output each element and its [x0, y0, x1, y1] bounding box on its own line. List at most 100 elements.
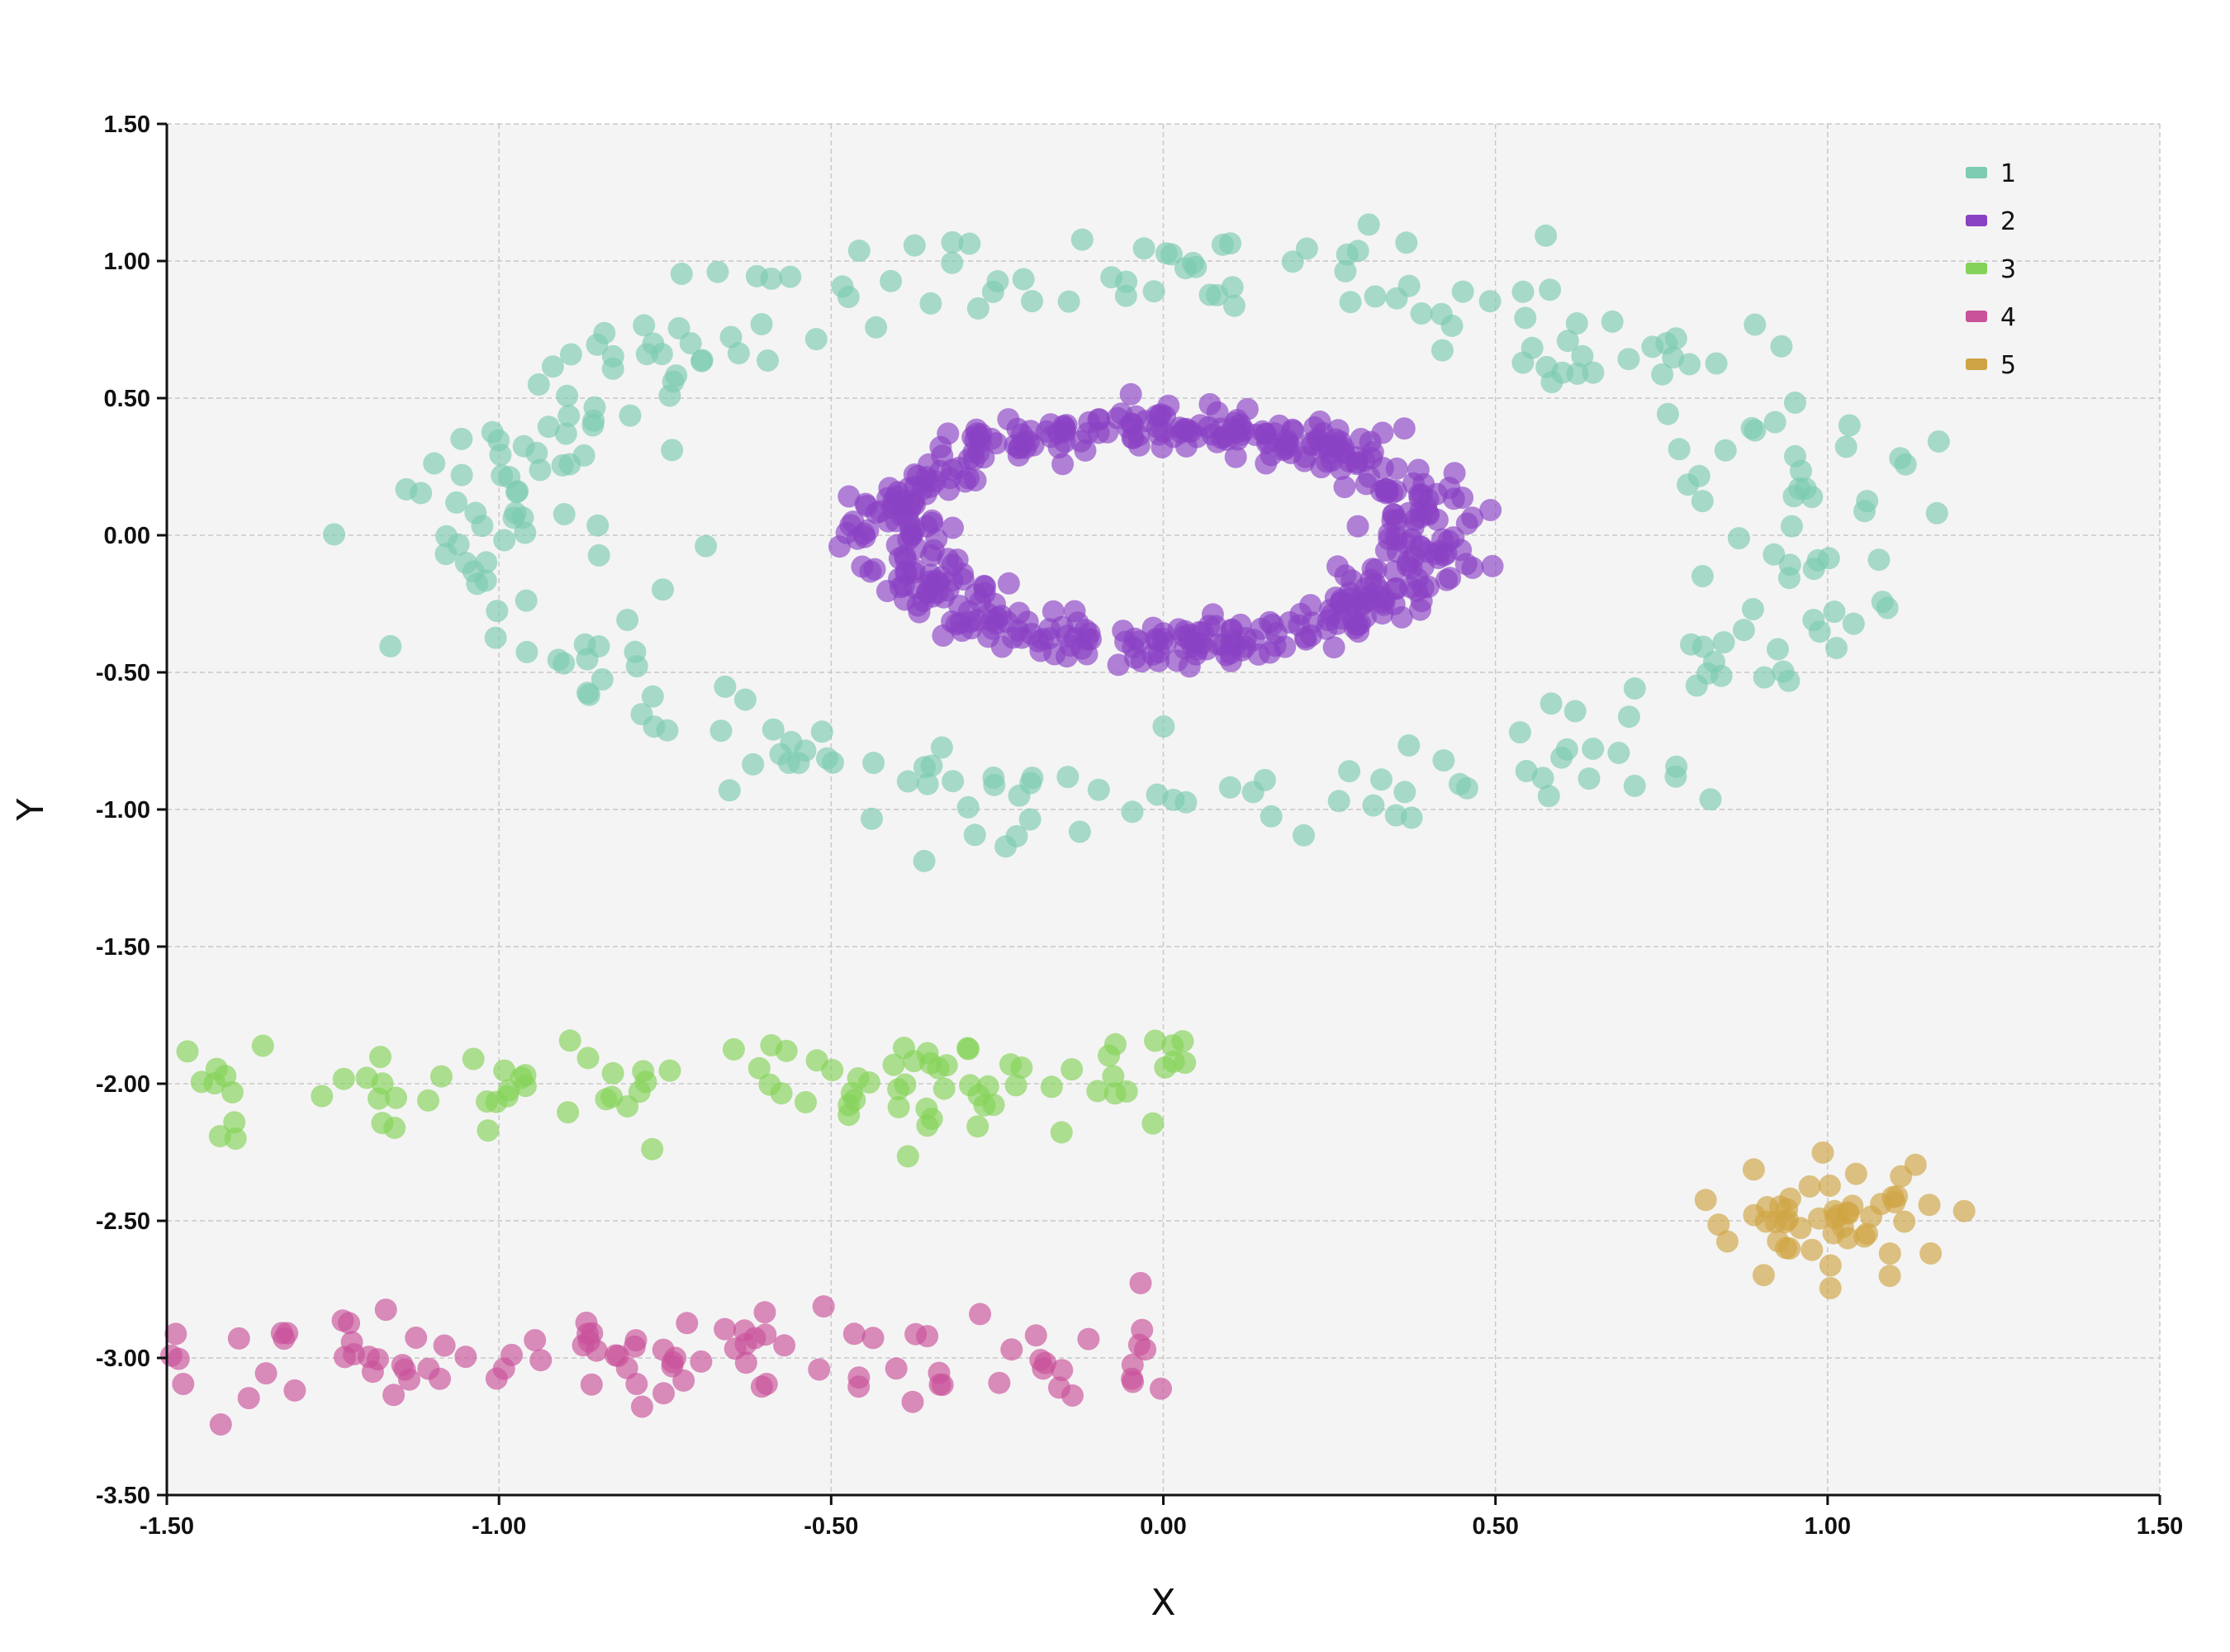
series-1-point [1339, 291, 1362, 314]
series-4-point [283, 1379, 306, 1402]
y-tick-label: -0.50 [96, 660, 150, 686]
series-5-point [1919, 1242, 1943, 1265]
series-1-point [1393, 781, 1416, 804]
series-3-point [1102, 1065, 1125, 1088]
series-4-point [585, 1339, 608, 1362]
series-1-point [464, 501, 487, 525]
series-1-point [1451, 280, 1474, 303]
series-1-point [1362, 794, 1385, 817]
series-2-point [1426, 508, 1449, 531]
series-1-point [1455, 776, 1478, 800]
series-1-point [750, 313, 773, 335]
series-1-point [1395, 231, 1418, 254]
series-3-point [966, 1115, 989, 1138]
series-2-point [1051, 615, 1074, 638]
series-4-point [374, 1298, 397, 1322]
series-4-point [1134, 1338, 1157, 1361]
series-3-point [935, 1054, 958, 1077]
series-4-point [382, 1384, 406, 1407]
series-4-point [812, 1295, 835, 1318]
series-1-point [913, 849, 936, 872]
series-4-point [1129, 1271, 1152, 1294]
series-5-point [1824, 1207, 1848, 1230]
series-2-point [937, 478, 961, 501]
series-1-point [661, 439, 684, 462]
series-3-point [1162, 1050, 1185, 1073]
series-2-point [964, 469, 987, 491]
series-1-point [1142, 280, 1165, 303]
series-4-point [1061, 1384, 1084, 1407]
y-tick-label: -2.00 [96, 1071, 150, 1098]
series-4-point [690, 1350, 713, 1373]
y-tick-label: 0.50 [104, 386, 150, 412]
x-tick-label: 0.50 [1472, 1513, 1518, 1540]
series-1-point [862, 752, 885, 775]
series-1-point [635, 343, 658, 366]
series-2-point [918, 570, 942, 593]
series-1-point [1357, 213, 1380, 236]
series-3-point [894, 1073, 917, 1096]
series-1-point [804, 328, 828, 351]
series-1-point [1385, 287, 1408, 310]
series-2-point [1168, 416, 1191, 439]
series-2-point [1154, 632, 1177, 655]
series-2-point [1330, 458, 1352, 481]
series-5-point [1707, 1213, 1730, 1237]
series-1-point [1772, 660, 1795, 683]
series-1-point [1582, 738, 1605, 760]
series-4-point [405, 1327, 428, 1349]
series-5-point [1752, 1264, 1775, 1287]
series-4-point [237, 1387, 260, 1410]
series-1-point [558, 405, 581, 427]
series-1-point [410, 482, 433, 505]
series-1-point [1770, 335, 1793, 358]
series-1-point [941, 230, 964, 254]
series-5-point [1776, 1198, 1799, 1221]
series-4-point [753, 1301, 776, 1324]
series-3-point [641, 1137, 664, 1161]
series-2-point [1063, 600, 1086, 623]
series-1-point [515, 589, 538, 612]
series-1-point [709, 719, 733, 743]
series-4-point [501, 1343, 523, 1366]
series-1-point [963, 824, 986, 847]
series-1-point [1565, 312, 1588, 335]
series-1-point [475, 551, 498, 574]
series-3-point [916, 1114, 939, 1137]
series-1-point [1842, 612, 1865, 635]
series-1-point [1397, 734, 1421, 757]
series-1-point [714, 675, 737, 698]
y-tick-label: -1.50 [96, 934, 150, 961]
series-5-point [1893, 1210, 1916, 1233]
series-1-point [916, 772, 939, 795]
series-1-point [1563, 700, 1587, 723]
series-1-point [1068, 820, 1091, 843]
series-2-point [1429, 539, 1452, 563]
series-1-point [586, 333, 609, 356]
series-1-point [1699, 788, 1722, 811]
series-2-point [1350, 428, 1373, 450]
series-1-point [1714, 439, 1737, 462]
legend-label: 1 [2000, 159, 2016, 188]
series-1-point [1784, 444, 1806, 468]
series-3-point [510, 1066, 533, 1089]
series-1-point [1871, 591, 1894, 614]
series-1-point [1114, 284, 1137, 307]
legend-label: 2 [2000, 207, 2016, 236]
legend-swatch [1966, 358, 1987, 370]
series-2-point [1346, 515, 1369, 538]
series-1-point [572, 444, 595, 467]
series-2-point [835, 521, 858, 544]
series-4-point [172, 1373, 195, 1395]
series-2-point [898, 512, 921, 535]
series-2-point [968, 425, 991, 449]
series-2-point [884, 492, 906, 515]
series-1-point [1691, 565, 1714, 587]
series-2-point [1201, 603, 1224, 626]
series-2-point [951, 620, 974, 643]
series-1-point [1741, 598, 1764, 620]
series-3-point [383, 1116, 406, 1139]
series-2-point [863, 558, 886, 581]
series-1-point [1260, 805, 1283, 828]
x-tick-label: 1.00 [1805, 1513, 1851, 1540]
